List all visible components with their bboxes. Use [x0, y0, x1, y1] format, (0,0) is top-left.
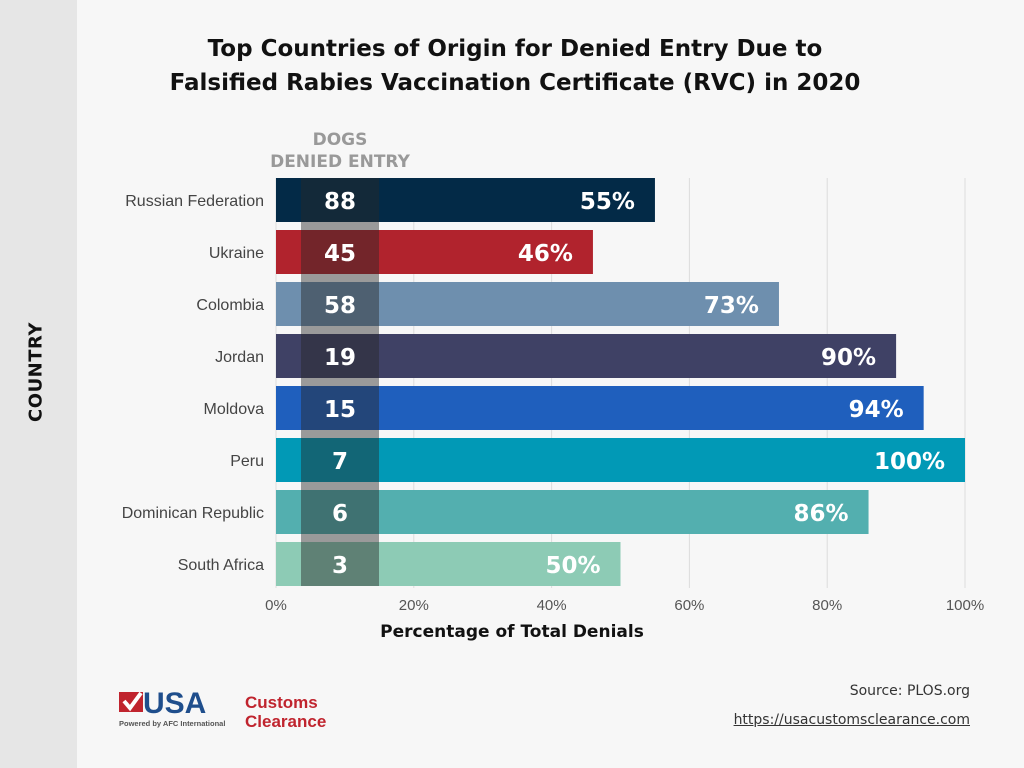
value-label: 86% [793, 501, 848, 527]
dogs-denied-value: 3 [332, 553, 348, 579]
value-label: 90% [821, 345, 876, 371]
chart-title-line-1: Top Countries of Origin for Denied Entry… [207, 36, 823, 62]
dogs-denied-header: DENIED ENTRY [270, 152, 411, 172]
x-tick-label: 40% [537, 597, 567, 614]
x-tick-label: 20% [399, 597, 429, 614]
value-label: 55% [580, 189, 635, 215]
bar-russian-federation [276, 178, 655, 222]
usa-customs-clearance-logo: USA Powered by AFC International Customs… [119, 687, 349, 736]
x-axis-label: Percentage of Total Denials [380, 622, 644, 642]
svg-text:USA: USA [143, 690, 206, 720]
value-label: 94% [849, 397, 904, 423]
category-label: Colombia [196, 297, 264, 314]
category-label: Russian Federation [125, 193, 264, 210]
value-label: 100% [874, 449, 945, 475]
source-text: Source: PLOS.org [849, 683, 970, 699]
bar-jordan [276, 334, 897, 378]
dogs-denied-value: 45 [324, 241, 356, 267]
svg-text:Clearance: Clearance [245, 712, 326, 731]
bar-ukraine [276, 230, 593, 274]
bar-colombia [276, 282, 779, 326]
website-link[interactable]: https://usacustomsclearance.com [733, 712, 970, 728]
x-tick-label: 80% [812, 597, 842, 614]
dogs-denied-value: 15 [324, 397, 356, 423]
category-label: Dominican Republic [122, 505, 264, 522]
dogs-denied-value: 7 [332, 449, 348, 475]
category-label: Moldova [204, 401, 265, 418]
x-tick-label: 0% [265, 597, 287, 614]
chart-title: Top Countries of Origin for Denied Entry… [90, 32, 940, 100]
dogs-denied-value: 88 [324, 189, 356, 215]
svg-text:Powered by AFC International: Powered by AFC International [119, 719, 225, 728]
bar-peru [276, 438, 965, 482]
dogs-denied-column [301, 178, 379, 586]
svg-text:Customs: Customs [245, 693, 318, 712]
category-label: Jordan [215, 349, 264, 366]
category-label: Peru [230, 453, 264, 470]
category-label: South Africa [178, 557, 264, 574]
category-label: Ukraine [209, 245, 264, 262]
chart-title-line-2: Falsified Rabies Vaccination Certificate… [169, 70, 861, 96]
x-tick-label: 100% [946, 597, 984, 614]
value-label: 46% [518, 241, 573, 267]
value-label: 73% [704, 293, 759, 319]
bar-dominican-republic [276, 490, 869, 534]
dogs-denied-value: 19 [324, 345, 356, 371]
dogs-denied-header: DOGS [313, 130, 368, 150]
dogs-denied-value: 58 [324, 293, 356, 319]
value-label: 50% [545, 553, 600, 579]
bar-south-africa [276, 542, 621, 586]
x-tick-label: 60% [674, 597, 704, 614]
dogs-denied-value: 6 [332, 501, 348, 527]
left-strip [0, 0, 77, 768]
bar-moldova [276, 386, 924, 430]
